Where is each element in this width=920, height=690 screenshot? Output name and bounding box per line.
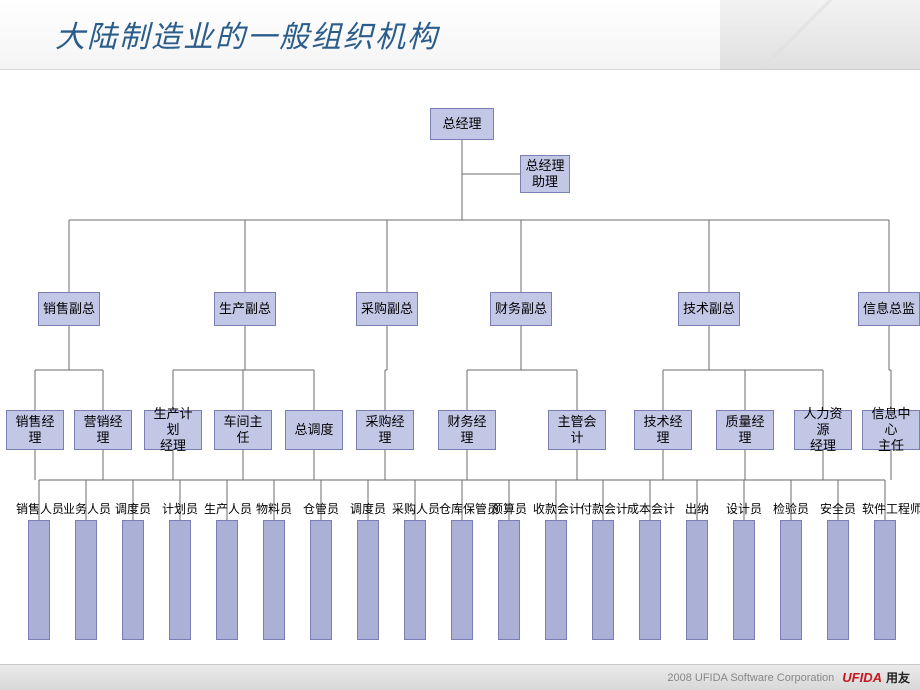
node-mgr-plan: 生产计划 经理 [144,410,202,450]
leaf-label: 计划员 [157,500,203,517]
node-mgr-mkt: 营销经理 [74,410,132,450]
node-mgr-it: 信息中心 主任 [862,410,920,450]
leaf-bar [498,520,520,640]
leaf-label: 销售人员 [16,500,62,517]
org-chart: 总经理总经理 助理销售副总 生产副总 采购副总 财务副总 技术副总 信息总监销售经理营销经… [0,70,920,640]
leaf-bar [780,520,802,640]
leaf-bar [122,520,144,640]
footer-copyright: 2008 UFIDA Software Corporation [667,672,834,684]
leaf-label: 调度员 [110,500,156,517]
leaf-bar [169,520,191,640]
node-cio: 信息总监 [858,292,920,326]
node-mgr-shop: 车间主任 [214,410,272,450]
leaf-bar [28,520,50,640]
leaf-label: 安全员 [815,500,861,517]
leaf-label: 调度员 [345,500,391,517]
node-mgr-sales: 销售经理 [6,410,64,450]
leaf-bar [874,520,896,640]
node-mgr-sched: 总调度 [285,410,343,450]
leaf-label: 设计员 [721,500,767,517]
node-mgr-qa: 质量经理 [716,410,774,450]
node-vp-purch: 采购副总 [356,292,418,326]
node-vp-fin: 财务副总 [490,292,552,326]
node-vp-tech: 技术副总 [678,292,740,326]
node-mgr-tech: 技术经理 [634,410,692,450]
leaf-label: 仓管员 [298,500,344,517]
leaf-label: 检验员 [768,500,814,517]
leaf-bar [75,520,97,640]
leaf-label: 生产人员 [204,500,250,517]
node-mgr-fin: 财务经理 [438,410,496,450]
node-vp-sales: 销售副总 [38,292,100,326]
leaf-bar [592,520,614,640]
leaf-bar [357,520,379,640]
leaf-bar [451,520,473,640]
leaf-label: 仓库保管员 [439,500,485,517]
footer-brand-cn: 用友 [886,669,910,686]
node-mgr-acct: 主管会计 [548,410,606,450]
leaf-label: 出纳 [674,500,720,517]
leaf-bar [545,520,567,640]
leaf-bar [639,520,661,640]
slide-footer: 2008 UFIDA Software Corporation UFIDA 用友 [0,664,920,690]
leaf-label: 采购人员 [392,500,438,517]
footer-brand-en: UFIDA [842,670,882,685]
leaf-bar [404,520,426,640]
leaf-bar [827,520,849,640]
header-decoration [720,0,920,70]
node-mgr-hr: 人力资源 经理 [794,410,852,450]
node-mgr-purch: 采购经理 [356,410,414,450]
node-ceo: 总经理 [430,108,494,140]
leaf-label: 软件工程师 [862,500,908,517]
leaf-label: 付款会计 [580,500,626,517]
leaf-label: 收款会计 [533,500,579,517]
slide-title: 大陆制造业的一般组织机构 [55,12,439,56]
leaf-bar [263,520,285,640]
leaf-label: 物料员 [251,500,297,517]
leaf-bar [310,520,332,640]
leaf-label: 业务人员 [63,500,109,517]
leaf-bar [216,520,238,640]
node-vp-prod: 生产副总 [214,292,276,326]
leaf-label: 成本会计 [627,500,673,517]
node-ceo-assistant: 总经理 助理 [520,155,570,193]
leaf-bar [733,520,755,640]
leaf-bar [686,520,708,640]
slide-header: 大陆制造业的一般组织机构 [0,0,920,70]
leaf-label: 预算员 [486,500,532,517]
